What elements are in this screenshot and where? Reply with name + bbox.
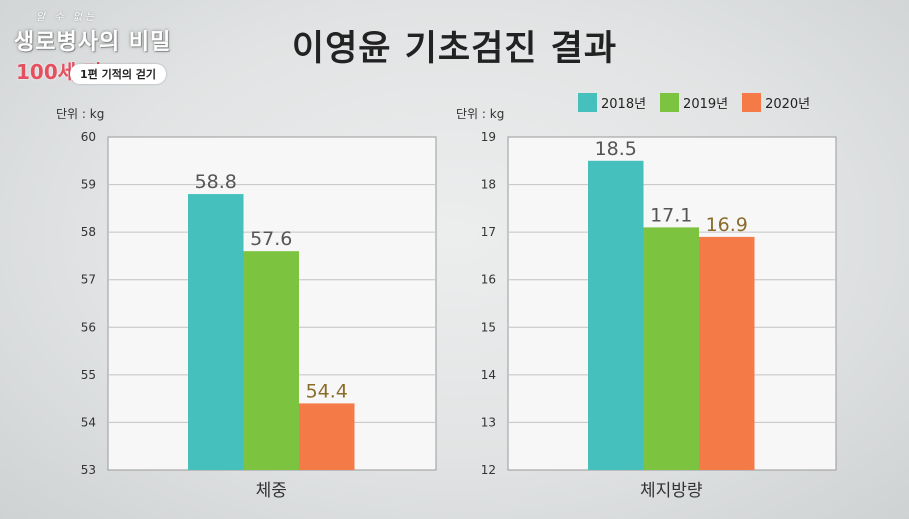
bodyfat-y-tick-label: 16 [481, 273, 496, 287]
legend-swatch-2019 [660, 92, 680, 112]
weight-bar-2019년 [243, 251, 299, 470]
program-logo: 알 수 없는 생로병사의 비밀 100세 더 1편 기적의 걷기 [14, 6, 184, 86]
unit-label-bodyfat: 단위 : kg [456, 107, 505, 121]
weight-bar-2018년 [188, 194, 244, 471]
bodyfat-x-label: 체지방량 [640, 481, 703, 501]
weight-data-label-2018년: 58.8 [195, 171, 237, 193]
legend-label-2019: 2019년 [683, 96, 729, 112]
weight-y-tick-label: 60 [81, 130, 96, 144]
weight-y-tick-label: 53 [81, 463, 96, 477]
chart-title: 이영윤 기초검진 결과 [291, 29, 618, 69]
bodyfat-data-label-2018년: 18.5 [595, 138, 637, 160]
logo-program-name: 생로병사의 비밀 [14, 30, 172, 55]
weight-y-tick-label: 57 [81, 273, 96, 287]
weight-y-tick-label: 59 [81, 178, 96, 192]
bodyfat-y-tick-label: 14 [481, 368, 496, 382]
legend-item-2019: 2019년 [660, 92, 729, 112]
bodyfat-bar-2018년 [588, 160, 644, 471]
weight-data-label-2019년: 57.6 [250, 228, 292, 250]
logo-tagline: 알 수 없는 [36, 12, 98, 23]
legend-item-2018: 2018년 [578, 92, 647, 112]
bodyfat-chart: 12 13 14 15 16 17 18 19 18.5 17.1 16.9 체지방량 [481, 130, 837, 501]
legend: 2018년 2019년 2020년 [578, 92, 810, 112]
weight-chart: 53 54 55 56 57 58 59 60 58.8 57.6 54.4 체중 [81, 130, 437, 501]
bodyfat-bar-2020년 [699, 236, 755, 470]
weight-x-label: 체중 [256, 481, 287, 501]
weight-y-tick-label: 54 [81, 415, 96, 429]
weight-data-label-2020년: 54.4 [306, 380, 348, 402]
bodyfat-y-tick-label: 13 [481, 415, 496, 429]
bodyfat-y-tick-label: 17 [481, 225, 496, 239]
legend-swatch-2020 [742, 92, 762, 112]
episode-badge: 1편 기적의 걷기 [70, 64, 167, 84]
legend-item-2020: 2020년 [742, 92, 811, 112]
bodyfat-y-tick-label: 12 [481, 463, 496, 477]
bodyfat-y-tick-label: 15 [481, 320, 496, 334]
bodyfat-data-label-2020년: 16.9 [706, 214, 748, 236]
bodyfat-data-label-2019년: 17.1 [650, 204, 692, 226]
unit-label-weight: 단위 : kg [56, 107, 105, 121]
weight-y-tick-label: 56 [81, 320, 96, 334]
legend-swatch-2018 [578, 92, 597, 112]
bodyfat-y-tick-label: 18 [481, 178, 496, 192]
bodyfat-bar-2019년 [643, 227, 699, 470]
weight-y-tick-label: 58 [81, 225, 96, 239]
bodyfat-y-tick-label: 19 [481, 130, 496, 144]
weight-bar-2020년 [299, 403, 355, 470]
legend-label-2018: 2018년 [601, 96, 647, 112]
weight-y-tick-label: 55 [81, 368, 96, 382]
legend-label-2020: 2020년 [765, 96, 811, 112]
